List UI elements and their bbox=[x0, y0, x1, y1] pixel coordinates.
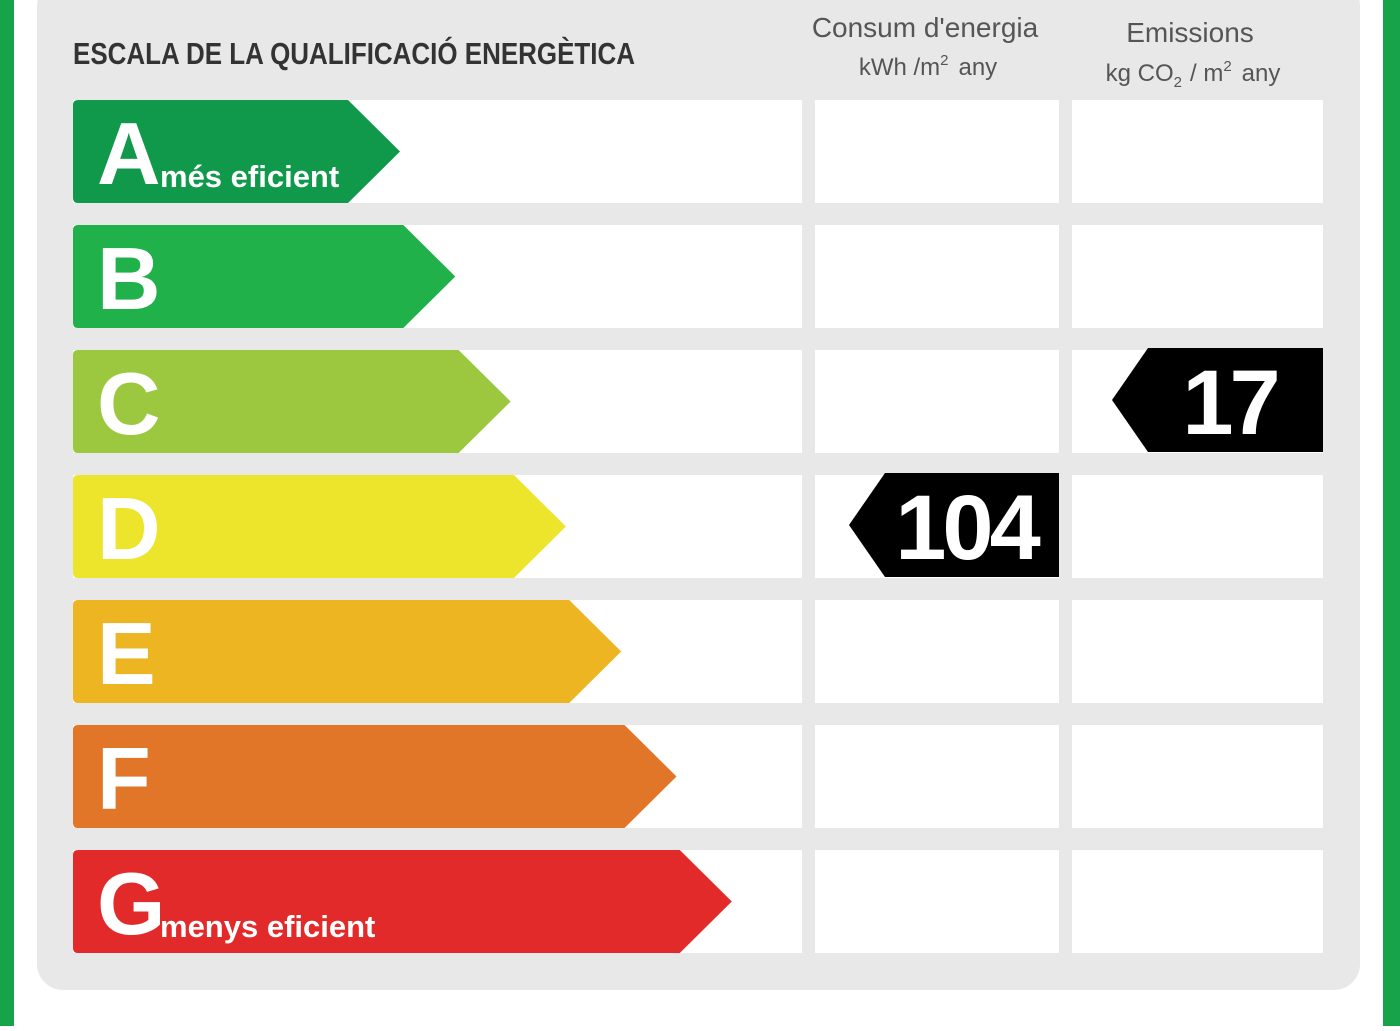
rating-label: menys eficient bbox=[160, 909, 375, 944]
right-border bbox=[1383, 0, 1400, 1026]
consumption-cell bbox=[815, 100, 1059, 203]
unit-part: kg CO bbox=[1106, 60, 1174, 87]
emissions-title: Emissions bbox=[1126, 17, 1254, 48]
unit-part: kWh /m bbox=[859, 54, 940, 81]
rating-letter: F bbox=[97, 729, 151, 828]
consumption-cell bbox=[815, 725, 1059, 828]
emissions-cell bbox=[1072, 850, 1323, 953]
rating-letter: C bbox=[97, 354, 161, 453]
rating-label: més eficient bbox=[160, 159, 339, 194]
rating-letter: B bbox=[97, 229, 161, 328]
rating-arrow bbox=[73, 600, 622, 703]
emissions-cell bbox=[1072, 100, 1323, 203]
consumption-unit: kWh /m2 any bbox=[859, 52, 997, 81]
rating-letter: E bbox=[97, 604, 156, 703]
unit-sub: 2 bbox=[1174, 74, 1182, 91]
value-marker bbox=[849, 473, 1059, 577]
rating-arrow bbox=[73, 100, 400, 203]
left-border bbox=[0, 0, 14, 1026]
value-text: 17 bbox=[1182, 352, 1277, 454]
consumption-cell bbox=[815, 600, 1059, 703]
emissions-cell bbox=[1072, 225, 1323, 328]
rating-letter: G bbox=[97, 854, 165, 953]
consumption-cell bbox=[815, 225, 1059, 328]
rating-arrow bbox=[73, 350, 511, 453]
unit-sup: 2 bbox=[1223, 58, 1231, 75]
rating-letter: A bbox=[97, 104, 161, 203]
emissions-cell bbox=[1072, 475, 1323, 578]
unit-part: any bbox=[1242, 60, 1281, 87]
emissions-unit: kg CO2/ m2 any bbox=[1106, 58, 1281, 91]
value-text: 104 bbox=[895, 477, 1040, 579]
rating-arrow bbox=[73, 475, 566, 578]
consumption-title: Consum d'energia bbox=[812, 12, 1039, 43]
unit-part: any bbox=[958, 54, 997, 81]
rating-arrow bbox=[73, 850, 732, 953]
unit-part: / m bbox=[1190, 60, 1223, 87]
value-marker bbox=[1112, 348, 1323, 452]
rating-letter: D bbox=[97, 479, 161, 578]
consumption-cell bbox=[815, 850, 1059, 953]
emissions-cell bbox=[1072, 725, 1323, 828]
rating-arrow bbox=[73, 225, 456, 328]
rating-arrow bbox=[73, 725, 677, 828]
title: ESCALA DE LA QUALIFICACIÓ ENERGÈTICA bbox=[73, 35, 635, 71]
consumption-cell bbox=[815, 350, 1059, 453]
emissions-cell bbox=[1072, 600, 1323, 703]
unit-sup: 2 bbox=[940, 52, 948, 69]
